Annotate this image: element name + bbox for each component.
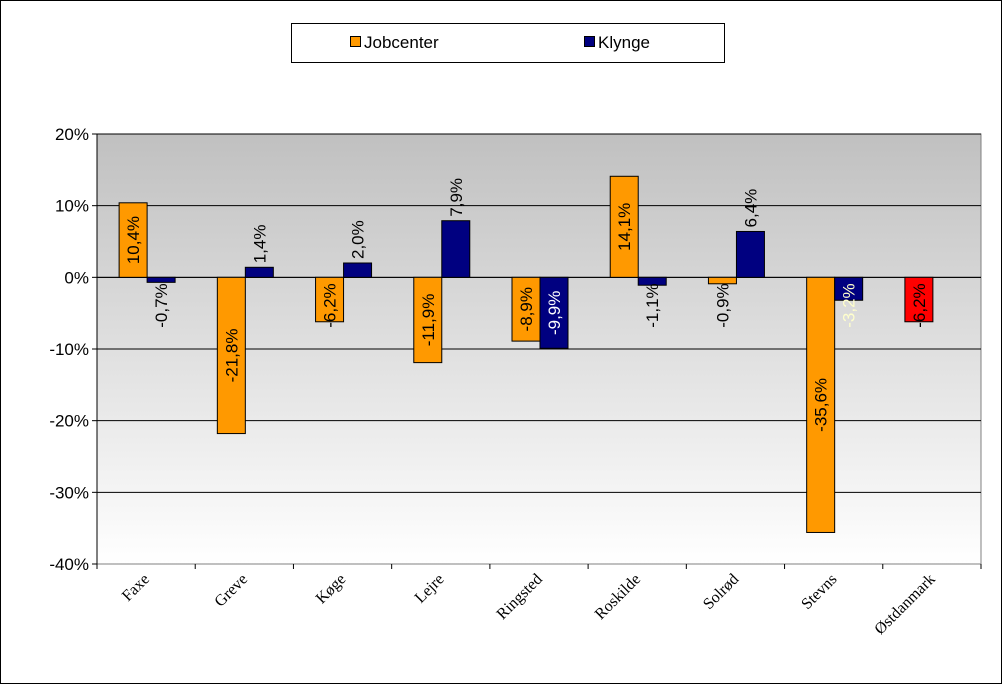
bar-klynge <box>343 262 373 278</box>
data-label: -6,2% <box>910 283 929 327</box>
legend-item-klynge: Klynge <box>584 33 650 53</box>
x-tick-label: Solrød <box>700 571 742 613</box>
data-label: -6,2% <box>321 283 340 327</box>
bar-klynge <box>539 276 569 349</box>
data-label: 2,0% <box>349 220 368 259</box>
legend-label-klynge: Klynge <box>598 33 650 52</box>
x-tick-label: Ringsted <box>494 571 546 623</box>
bars <box>118 175 934 533</box>
y-tick-label: -10% <box>49 340 89 359</box>
data-label: -35,6% <box>812 378 831 432</box>
legend-label-jobcenter: Jobcenter <box>364 33 439 52</box>
bar-klynge <box>735 230 765 278</box>
data-labels: 10,4% -21,8% -6,2% -11,9% -8,9% 14,1% -0,9% -35… <box>124 178 929 432</box>
data-label: -21,8% <box>222 329 241 383</box>
bar-klynge <box>146 276 176 283</box>
data-label: -0,7% <box>152 283 171 327</box>
x-tick-label: Faxe <box>119 571 153 605</box>
legend: Jobcenter Klynge <box>291 23 725 63</box>
bar-jobcenter <box>216 276 246 435</box>
bar-jobcenter <box>413 276 443 364</box>
bar-jobcenter <box>315 276 345 323</box>
data-label: 14,1% <box>615 203 634 251</box>
legend-item-jobcenter: Jobcenter <box>350 33 439 53</box>
bar-jobcenter <box>118 202 148 278</box>
bar-klynge <box>637 276 667 286</box>
x-tick-label: Lejre <box>412 571 448 607</box>
data-label: -8,9% <box>517 287 536 331</box>
x-tick-label: Roskilde <box>592 571 644 623</box>
bar-jobcenter <box>609 175 639 278</box>
bar-jobcenter <box>904 276 934 323</box>
y-tick-label: 0% <box>64 268 89 287</box>
data-label: -1,1% <box>643 283 662 327</box>
y-tick-label: 20% <box>55 125 89 144</box>
bar-klynge <box>244 266 274 278</box>
bar-jobcenter <box>806 276 836 533</box>
y-tick-label: -30% <box>49 483 89 502</box>
data-label: -3,2% <box>840 283 859 327</box>
y-tick-label: -20% <box>49 412 89 431</box>
x-tick-label: Køge <box>313 571 350 608</box>
x-tick-label: Østdanmark <box>871 571 938 638</box>
data-label: 6,4% <box>741 189 760 228</box>
data-label: 1,4% <box>250 225 269 264</box>
bar-jobcenter <box>707 276 737 285</box>
legend-swatch-klynge <box>584 36 595 47</box>
legend-swatch-jobcenter <box>350 36 361 47</box>
bar-klynge <box>441 220 471 278</box>
x-tick-label: Stevns <box>798 571 840 613</box>
data-label: -9,9% <box>545 291 564 335</box>
data-label: 10,4% <box>124 216 143 264</box>
data-label: -0,9% <box>713 283 732 327</box>
data-label: -11,9% <box>419 294 438 347</box>
x-tick-label: Greve <box>211 571 251 611</box>
data-label: 7,9% <box>447 178 466 217</box>
y-tick-label: -40% <box>49 555 89 574</box>
y-tick-label: 10% <box>55 197 89 216</box>
bar-klynge <box>834 276 864 301</box>
